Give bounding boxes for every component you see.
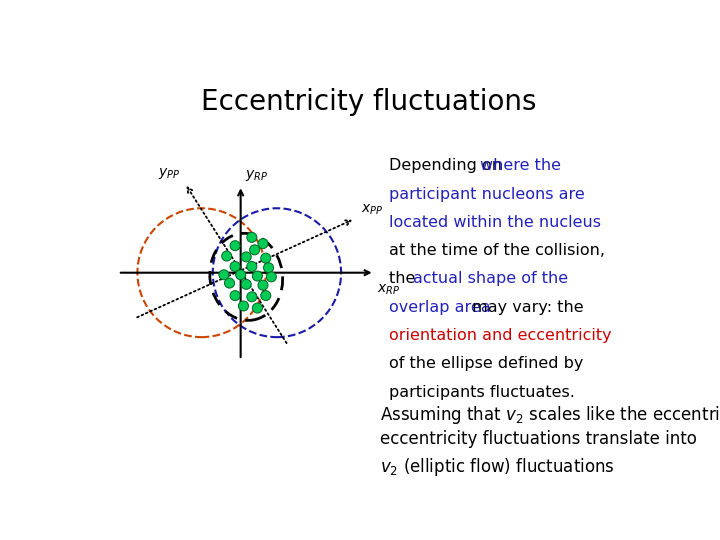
- Circle shape: [253, 303, 262, 313]
- Text: where the: where the: [480, 158, 561, 173]
- Circle shape: [258, 280, 268, 290]
- Circle shape: [238, 301, 248, 311]
- Text: Assuming that $v_2$ scales like the eccentricity,: Assuming that $v_2$ scales like the ecce…: [380, 404, 720, 426]
- Text: $x_{PP}$: $x_{PP}$: [361, 202, 383, 217]
- Circle shape: [241, 252, 251, 262]
- Circle shape: [247, 292, 257, 302]
- Text: the: the: [389, 272, 420, 286]
- Text: participant nucleons are: participant nucleons are: [389, 187, 585, 201]
- Circle shape: [247, 261, 257, 272]
- Circle shape: [250, 245, 260, 255]
- Text: orientation and eccentricity: orientation and eccentricity: [389, 328, 611, 343]
- Text: participants fluctuates.: participants fluctuates.: [389, 384, 575, 400]
- Text: overlap area: overlap area: [389, 300, 490, 315]
- Circle shape: [261, 253, 271, 263]
- Text: actual shape of the: actual shape of the: [413, 272, 568, 286]
- Circle shape: [266, 272, 276, 282]
- Text: may vary: the: may vary: the: [467, 300, 584, 315]
- Circle shape: [261, 291, 271, 301]
- Circle shape: [253, 271, 262, 281]
- Text: eccentricity fluctuations translate into: eccentricity fluctuations translate into: [380, 430, 697, 448]
- Circle shape: [222, 251, 232, 261]
- Text: Depending on: Depending on: [389, 158, 507, 173]
- Circle shape: [235, 270, 246, 280]
- Text: $x_{RP}$: $x_{RP}$: [377, 283, 400, 298]
- Circle shape: [264, 263, 274, 273]
- Circle shape: [225, 278, 235, 288]
- Text: at the time of the collision,: at the time of the collision,: [389, 243, 605, 258]
- Text: Eccentricity fluctuations: Eccentricity fluctuations: [202, 88, 536, 116]
- Text: of the ellipse defined by: of the ellipse defined by: [389, 356, 583, 372]
- Text: $y_{RP}$: $y_{RP}$: [245, 168, 269, 183]
- Circle shape: [247, 232, 257, 242]
- Circle shape: [258, 239, 268, 248]
- Circle shape: [230, 291, 240, 301]
- Text: $v_2$ (elliptic flow) fluctuations: $v_2$ (elliptic flow) fluctuations: [380, 456, 615, 478]
- Circle shape: [230, 261, 240, 272]
- Circle shape: [230, 241, 240, 251]
- Circle shape: [241, 279, 251, 289]
- Text: $y_{PP}$: $y_{PP}$: [158, 166, 181, 181]
- Circle shape: [219, 270, 229, 280]
- Text: located within the nucleus: located within the nucleus: [389, 215, 600, 230]
